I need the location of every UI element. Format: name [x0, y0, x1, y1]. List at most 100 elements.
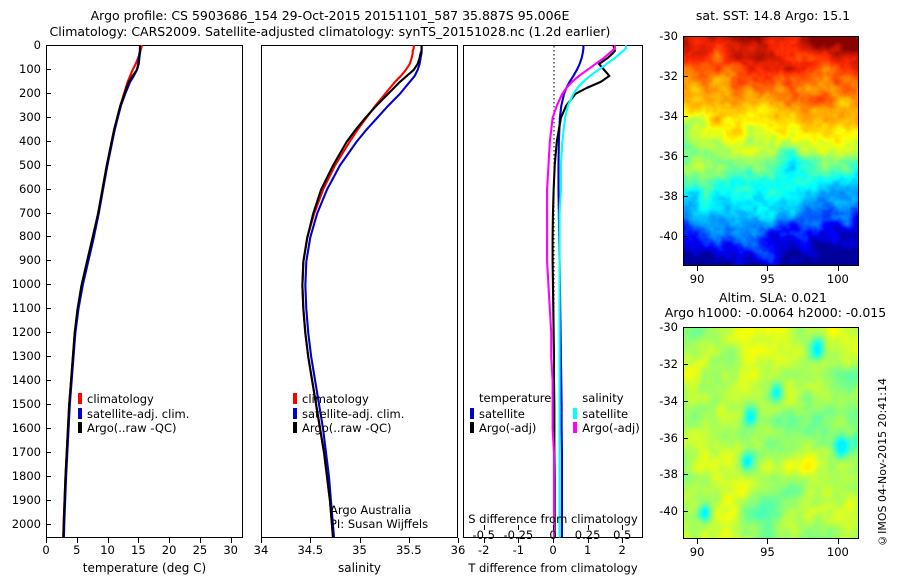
profile-line — [62, 44, 142, 538]
lat-tick-mark — [683, 236, 688, 237]
legend-item: satellite-adj. clim. — [293, 406, 404, 421]
lat-tick-mark — [683, 36, 688, 37]
sla-map-title-line1: Altim. SLA: 0.021 — [718, 290, 827, 305]
lat-tick-label: -36 — [659, 430, 678, 445]
depth-tick-mark — [46, 260, 51, 262]
legend-item: climatology — [293, 391, 404, 406]
s-difference-axis-label: S difference from climatology — [468, 512, 638, 526]
x-tick-mark — [483, 538, 485, 543]
lat-tick-label: -30 — [659, 320, 678, 334]
depth-tick-label: 400 — [19, 133, 41, 148]
lat-tick-label: -40 — [659, 504, 678, 519]
depth-tick-label: 900 — [19, 253, 41, 268]
legend-item: Argo(..raw -QC) — [78, 420, 189, 435]
depth-tick-label: 800 — [19, 229, 41, 244]
x-tick-mark — [261, 538, 262, 543]
x-tick-label: 30 — [223, 543, 238, 557]
depth-tick-mark — [46, 427, 51, 429]
legend-label: Argo(-adj) — [582, 421, 640, 435]
depth-tick-label: 200 — [19, 85, 41, 100]
temperature-plot-frame — [46, 44, 243, 538]
depth-tick-mark — [46, 451, 51, 453]
depth-tick-mark — [46, 523, 51, 525]
t-difference-axis-label: T difference from climatology — [468, 561, 638, 575]
x-tick-mark — [359, 538, 361, 543]
lat-tick-label: -34 — [659, 393, 678, 408]
depth-tick-label: 1700 — [11, 444, 41, 459]
lat-tick-mark — [683, 474, 688, 476]
lat-tick-label: -30 — [659, 29, 678, 43]
depth-tick-mark — [46, 212, 51, 214]
depth-tick-mark — [46, 356, 51, 358]
legend-swatch-sal-argo — [573, 422, 578, 433]
x-tick-label: 34.5 — [297, 543, 324, 557]
temperature-curves — [62, 44, 143, 538]
temperature-legend: climatology satellite-adj. clim. Argo(..… — [78, 391, 189, 435]
x-tick-label: 0.5 — [613, 528, 632, 542]
depth-tick-mark — [46, 188, 51, 190]
depth-tick-label: 1400 — [11, 373, 41, 388]
lat-tick-label: -38 — [659, 189, 678, 203]
lat-tick-mark — [683, 437, 688, 439]
lat-tick-label: -40 — [659, 229, 678, 243]
lon-tick-label: 90 — [689, 545, 705, 559]
depth-tick-label: 600 — [19, 181, 41, 196]
x-tick-label: 35.5 — [395, 543, 422, 557]
depth-tick-mark — [46, 92, 51, 94]
depth-tick-label: 1300 — [11, 349, 41, 364]
page-title-line1: Argo profile: CS 5903686_154 29-Oct-2015… — [90, 8, 570, 23]
x-tick-mark — [553, 525, 554, 530]
profile-line — [551, 44, 616, 538]
x-tick-label: 25 — [192, 543, 208, 557]
depth-tick-mark — [46, 116, 51, 118]
legend-swatch-temp-argo — [470, 422, 474, 433]
sla-map-title-line2: Argo h1000: -0.0064 h2000: -0.015 — [664, 305, 887, 320]
x-tick-label: 0.25 — [574, 528, 601, 542]
x-tick-mark — [310, 538, 312, 543]
x-tick-mark — [622, 538, 624, 543]
x-tick-label: -0.5 — [472, 528, 495, 542]
x-tick-mark — [138, 538, 140, 543]
sla-heatmap — [684, 328, 858, 538]
depth-tick-mark — [46, 308, 51, 310]
depth-tick-mark — [46, 284, 51, 286]
depth-tick-label: 1100 — [11, 301, 41, 316]
credit-pi: PI: Susan Wijffels — [330, 517, 429, 531]
legend-swatch-climatology — [78, 393, 82, 404]
x-tick-label: -0.25 — [503, 528, 534, 542]
legend-heading-temperature: temperature — [479, 391, 552, 405]
legend-swatch-satellite-adj — [78, 407, 82, 419]
x-tick-label: 15 — [131, 543, 146, 557]
depth-tick-label: 1600 — [11, 420, 41, 435]
x-tick-mark — [587, 538, 589, 543]
legend-item: Argo(..raw -QC) — [293, 420, 404, 435]
legend-item: Argo(-adj) — [470, 420, 551, 435]
lat-tick-mark — [683, 327, 688, 328]
depth-tick-mark — [46, 380, 51, 382]
lon-tick-label: 95 — [760, 545, 775, 559]
temperature-axis-label: temperature (deg C) — [82, 561, 207, 575]
legend-swatch-argo-raw — [293, 422, 297, 433]
legend-item: climatology — [78, 391, 189, 406]
x-tick-mark — [518, 525, 520, 530]
legend-label: Argo(..raw -QC) — [302, 421, 392, 435]
legend-label: satellite-adj. clim. — [302, 406, 405, 421]
profile-line — [558, 44, 628, 538]
legend-swatch-temp-satellite — [470, 407, 474, 419]
x-tick-label: 10 — [100, 543, 115, 557]
x-tick-mark — [458, 538, 459, 543]
page-title-line2: Climatology: CARS2009. Satellite-adjuste… — [49, 24, 611, 39]
lon-tick-mark — [697, 266, 699, 271]
lat-tick-mark — [683, 511, 688, 513]
lon-tick-mark — [697, 539, 699, 544]
lat-tick-label: -34 — [659, 109, 678, 123]
lat-tick-mark — [683, 76, 688, 77]
x-tick-mark — [169, 538, 171, 543]
depth-tick-label: 1200 — [11, 325, 41, 340]
sla-map-frame — [683, 327, 859, 539]
depth-tick-mark — [46, 164, 51, 166]
x-tick-label: 36 — [450, 543, 466, 557]
legend-group-temperature: temperature satellite Argo(-adj) — [470, 391, 551, 435]
legend-item: satellite-adj. clim. — [78, 406, 189, 421]
x-tick-mark — [408, 538, 410, 543]
